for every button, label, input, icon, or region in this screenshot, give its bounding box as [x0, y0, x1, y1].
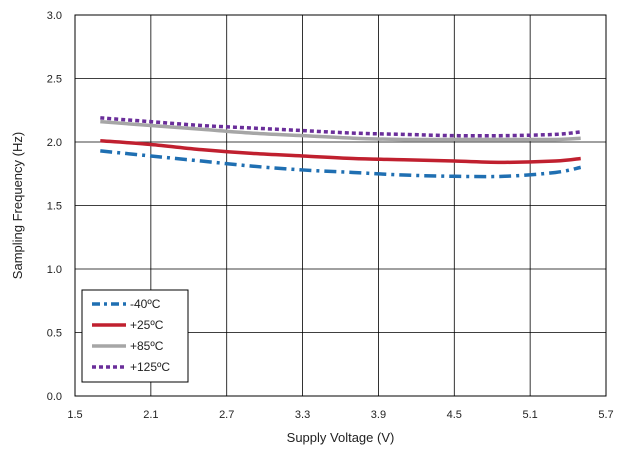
- y-tick-labels: 0.0 0.5 1.0 1.5 2.0 2.5 3.0: [47, 10, 62, 403]
- legend-label: +85ºC: [130, 339, 164, 353]
- grid: [74, 14, 607, 397]
- series-line: [100, 149, 582, 179]
- y-tick-label: 0.0: [47, 391, 62, 403]
- series-line: [100, 119, 581, 142]
- y-tick-label: 1.0: [47, 264, 62, 276]
- y-tick-label: 2.5: [47, 74, 62, 86]
- y-tick-label: 1.5: [47, 201, 62, 213]
- legend-label: +25ºC: [130, 318, 164, 332]
- plot-frame: [74, 14, 607, 397]
- x-axis-title: Supply Voltage (V): [287, 430, 395, 445]
- x-tick-label: 4.5: [447, 409, 462, 421]
- series-line: [100, 116, 581, 138]
- series-line: [100, 138, 581, 165]
- x-tick-labels: 1.5 2.1 2.7 3.3 3.9 4.5 5.1 5.7: [67, 409, 613, 421]
- x-tick-label: 1.5: [67, 409, 82, 421]
- series-layer: [100, 116, 582, 179]
- y-axis-title: Sampling Frequency (Hz): [10, 132, 25, 279]
- x-tick-label: 2.1: [143, 409, 158, 421]
- y-tick-label: 0.5: [47, 328, 62, 340]
- x-tick-label: 2.7: [219, 409, 234, 421]
- x-tick-label: 5.7: [598, 409, 613, 421]
- legend: -40ºC +25ºC +85ºC +125ºC: [81, 289, 189, 383]
- y-tick-label: 3.0: [47, 10, 62, 22]
- x-tick-label: 3.9: [371, 409, 386, 421]
- x-tick-label: 3.3: [295, 409, 310, 421]
- legend-label: +125ºC: [130, 360, 170, 374]
- x-tick-label: 5.1: [522, 409, 537, 421]
- legend-label: -40ºC: [130, 297, 161, 311]
- y-tick-label: 2.0: [47, 137, 62, 149]
